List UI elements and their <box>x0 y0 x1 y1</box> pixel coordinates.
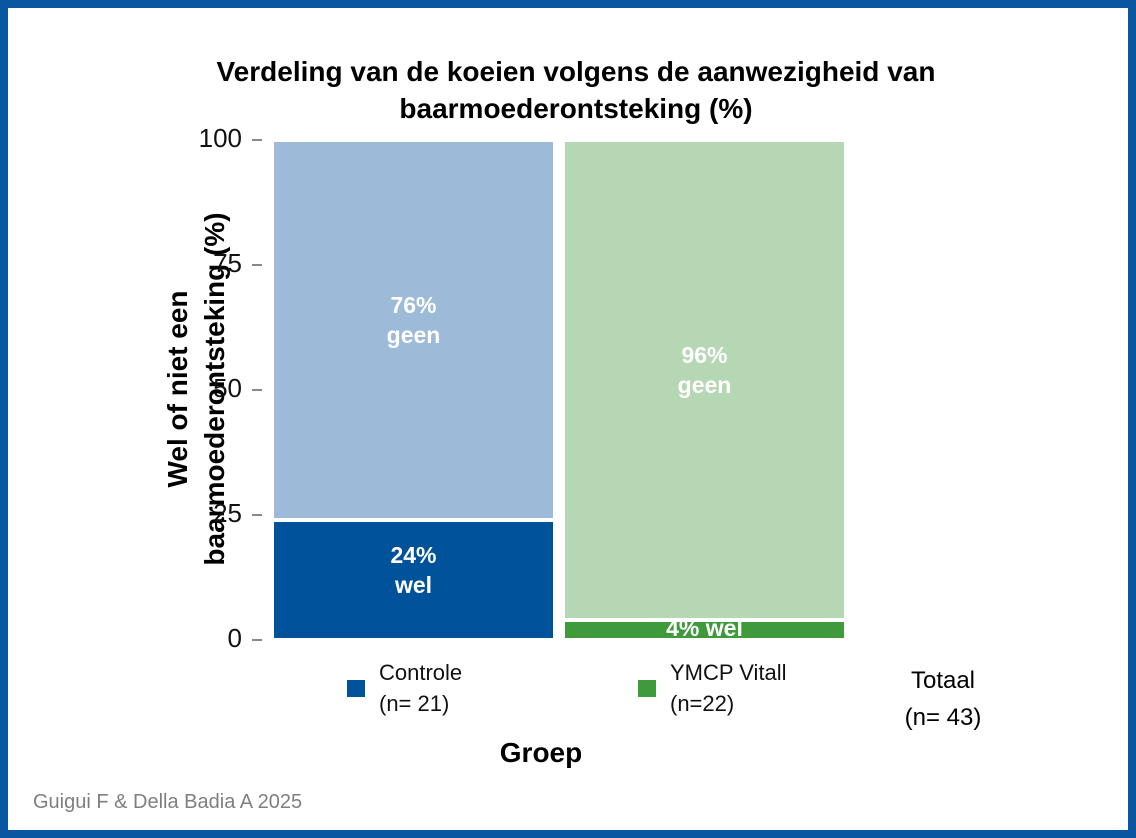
y-axis-label: Wel of niet een baarmoederontsteking (%) <box>162 212 230 565</box>
y-tick-label: 100 <box>199 123 242 153</box>
chart-title: Verdeling van de koeien volgens de aanwe… <box>217 56 936 124</box>
legend-swatch <box>347 680 365 697</box>
legend-swatch <box>638 680 656 697</box>
chart: Verdeling van de koeien volgens de aanwe… <box>33 56 982 813</box>
y-tick-label: 0 <box>228 623 242 653</box>
y-tick-label: 25 <box>213 498 242 528</box>
data-label: 24% wel <box>390 542 436 598</box>
x-tick-label: YMCP Vitall (n=22) <box>670 660 787 716</box>
total-label: Totaal (n= 43) <box>905 667 982 731</box>
bar-segment <box>270 138 557 522</box>
data-label: 76% geen <box>387 292 441 348</box>
bar-segment <box>561 138 848 622</box>
x-axis-label: Groep <box>500 737 582 768</box>
bar-segment <box>270 518 557 642</box>
y-tick-label: 75 <box>213 248 242 278</box>
data-label: 96% geen <box>678 342 732 398</box>
y-tick-label: 50 <box>213 373 242 403</box>
source: Guigui F & Della Badia A 2025 <box>33 791 302 813</box>
x-tick-label: Controle (n= 21) <box>379 660 462 716</box>
